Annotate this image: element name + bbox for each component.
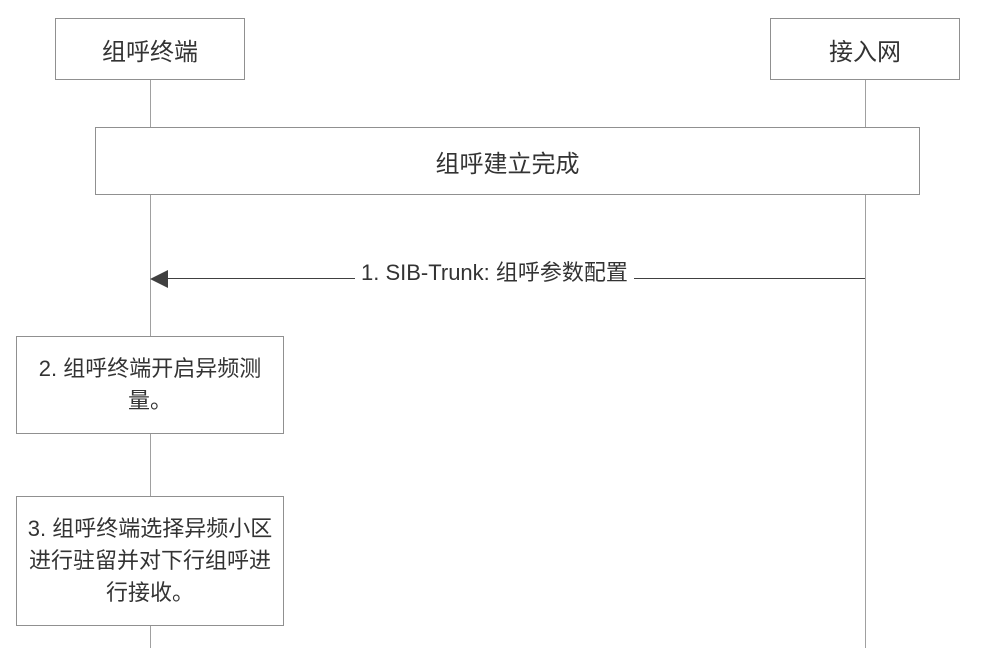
message1-arrowhead-icon [150, 270, 168, 288]
participant-access-net-label: 接入网 [829, 32, 901, 67]
combined-fragment-label: 组呼建立完成 [436, 144, 580, 179]
step2-box: 2. 组呼终端开启异频测量。 [16, 336, 284, 434]
step2-label: 2. 组呼终端开启异频测量。 [25, 353, 275, 417]
participant-terminal-box: 组呼终端 [55, 18, 245, 80]
participant-terminal-label: 组呼终端 [102, 32, 198, 67]
step3-label: 3. 组呼终端选择异频小区进行驻留并对下行组呼进行接收。 [25, 513, 275, 609]
message1-label: 1. SIB-Trunk: 组呼参数配置 [355, 255, 634, 287]
step3-box: 3. 组呼终端选择异频小区进行驻留并对下行组呼进行接收。 [16, 496, 284, 626]
combined-fragment-box: 组呼建立完成 [95, 127, 920, 195]
participant-access-net-box: 接入网 [770, 18, 960, 80]
